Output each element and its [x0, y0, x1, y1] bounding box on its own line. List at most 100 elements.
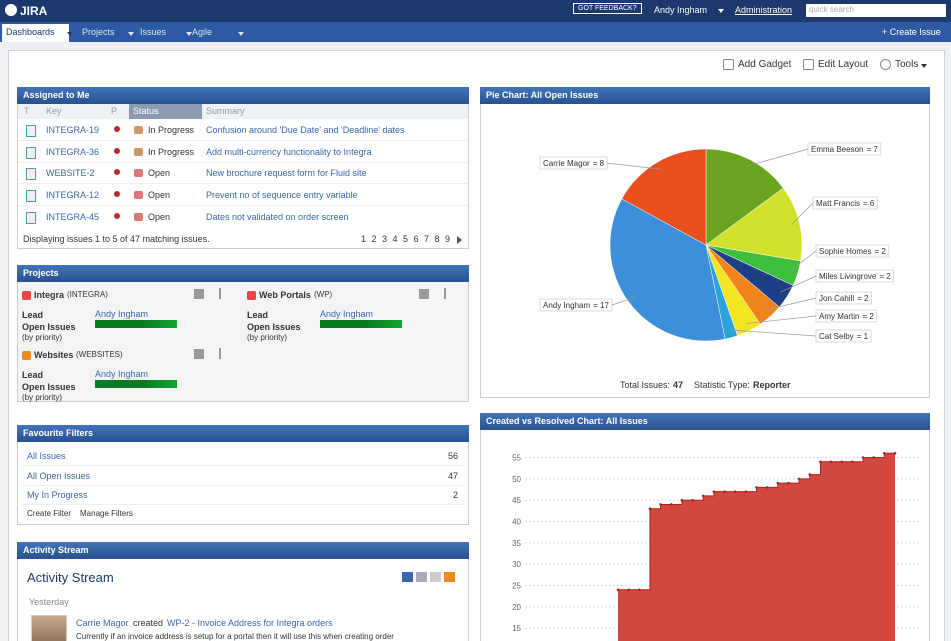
filter-name[interactable]: All Open Issues [27, 470, 91, 481]
leader-line [745, 148, 809, 167]
nav-tab[interactable]: Issues [140, 27, 167, 37]
logo[interactable]: JIRA [20, 4, 48, 18]
leader-line [780, 275, 817, 293]
column-header[interactable]: P [111, 106, 118, 116]
filter-link[interactable]: Manage Filters [80, 509, 133, 518]
projects-bg [18, 282, 468, 401]
page-link[interactable]: 3 [382, 234, 388, 244]
pie-label: Miles Livingrove = 2 [815, 269, 895, 283]
page-link[interactable]: 4 [392, 234, 398, 244]
create-issue[interactable]: + Create Issue [882, 27, 941, 37]
by-priority: (by priority) [22, 393, 63, 402]
data-point [797, 477, 801, 481]
panel-header[interactable]: Activity Stream [17, 542, 469, 559]
lead-label: Lead [22, 310, 44, 320]
project-key: (WP) [314, 290, 333, 299]
page-link[interactable]: 8 [434, 234, 440, 244]
user-menu[interactable]: Andy Ingham [654, 5, 708, 15]
project-name[interactable]: Integra [34, 290, 65, 300]
lead-name[interactable]: Andy Ingham [320, 309, 374, 319]
y-tick-label: 35 [512, 539, 521, 548]
issue-key[interactable]: INTEGRA-19 [46, 125, 100, 135]
open-issues-label: Open Issues [22, 382, 76, 392]
issue-summary[interactable]: Prevent no of sequence entry variable [206, 190, 358, 201]
activity-icon[interactable] [416, 572, 427, 582]
panel-header[interactable]: Favourite Filters [17, 425, 469, 442]
page-link[interactable]: 7 [424, 234, 430, 244]
y-tick-label: 20 [512, 603, 521, 612]
nav-tab[interactable]: Dashboards [2, 24, 69, 42]
pie-label-name: Jon Cahill [819, 294, 854, 303]
issue-key[interactable]: INTEGRA-45 [46, 211, 100, 222]
data-point [851, 460, 854, 464]
filter-link[interactable]: Create Filter [27, 509, 72, 518]
panel-header[interactable]: Created vs Resolved Chart: All Issues [480, 413, 930, 430]
activity-day: Yesterday [29, 597, 69, 607]
issue-key[interactable]: INTEGRA-36 [46, 146, 100, 157]
issue-summary[interactable]: New brochure request form for Fluid site [206, 168, 367, 179]
data-point [616, 588, 620, 592]
dropdown-caret [238, 32, 244, 36]
page-link[interactable]: 1 [361, 234, 367, 244]
page-link[interactable]: 2 [371, 234, 377, 244]
issue-summary[interactable]: Confusion around 'Due Date' and 'Deadlin… [206, 125, 405, 135]
pie-value-label: = 7 [866, 145, 878, 154]
data-point [733, 490, 737, 493]
filter-name[interactable]: All Issues [27, 451, 66, 461]
lead-name[interactable]: Andy Ingham [95, 369, 149, 379]
activity-user[interactable]: Carrie Magor [76, 618, 129, 628]
activity-link[interactable]: WP-2 - Invoice Address for Integra order… [167, 618, 333, 628]
pie-label-name: Andy Ingham [543, 301, 590, 310]
project-name[interactable]: Websites [34, 350, 74, 360]
panel-header[interactable]: Projects [17, 265, 469, 282]
priority-icon [114, 126, 120, 132]
nav-tab[interactable]: Projects [82, 27, 115, 37]
page-link[interactable]: 6 [413, 234, 419, 244]
feedback-button[interactable]: GOT FEEDBACK? [573, 3, 642, 14]
row-divider [22, 484, 464, 486]
y-tick-label: 30 [512, 560, 521, 569]
search-box[interactable]: quick search [806, 4, 946, 17]
issue-key[interactable]: WEBSITE-2 [46, 168, 95, 179]
toolbar-button[interactable]: Edit Layout [818, 59, 869, 70]
open-issues-bar [95, 380, 177, 388]
column-header[interactable]: T [24, 106, 30, 116]
y-tick-label: 45 [512, 496, 521, 505]
pie-label: Matt Francis = 6 [812, 196, 878, 210]
leader-line [729, 329, 817, 337]
nav-tab[interactable]: Agile [192, 27, 213, 37]
data-point [893, 451, 897, 455]
lead-label: Lead [247, 310, 269, 320]
panel-header[interactable]: Assigned to Me [17, 87, 469, 104]
logo-icon [5, 4, 17, 16]
admin-link[interactable]: Administration [735, 5, 793, 15]
column-header[interactable]: Summary [206, 106, 245, 116]
issue-key[interactable]: INTEGRA-12 [46, 190, 100, 201]
data-point [861, 456, 865, 459]
column-header[interactable]: Status [133, 106, 159, 116]
project-menu-icon [194, 289, 204, 299]
activity-icon[interactable] [444, 572, 455, 582]
issue-summary[interactable]: Dates not validated on order screen [206, 211, 349, 222]
data-point [723, 490, 726, 493]
issue-summary[interactable]: Add multi-currency functionality to Inte… [206, 146, 372, 157]
activity-icon[interactable] [430, 572, 441, 582]
page-link[interactable]: 9 [445, 234, 451, 244]
data-point [872, 456, 875, 459]
toolbar-button[interactable]: Add Gadget [738, 59, 792, 70]
lead-name[interactable]: Andy Ingham [95, 309, 149, 319]
project-icon [22, 291, 31, 300]
activity-icon[interactable] [402, 572, 413, 582]
pie-label: Cat Selby = 1 [815, 329, 872, 343]
filter-name[interactable]: My In Progress [27, 490, 88, 500]
issue-type-icon [26, 146, 36, 159]
page-link[interactable]: 5 [403, 234, 409, 244]
status-icon [134, 191, 143, 200]
panel-header[interactable]: Pie Chart: All Open Issues [480, 87, 930, 104]
pie-label-name: Matt Francis [816, 199, 860, 208]
open-issues-bar [320, 320, 402, 328]
y-tick-label: 55 [512, 454, 521, 463]
toolbar-button[interactable]: Tools [895, 59, 919, 70]
project-name[interactable]: Web Portals [259, 290, 311, 300]
column-header[interactable]: Key [46, 106, 62, 116]
